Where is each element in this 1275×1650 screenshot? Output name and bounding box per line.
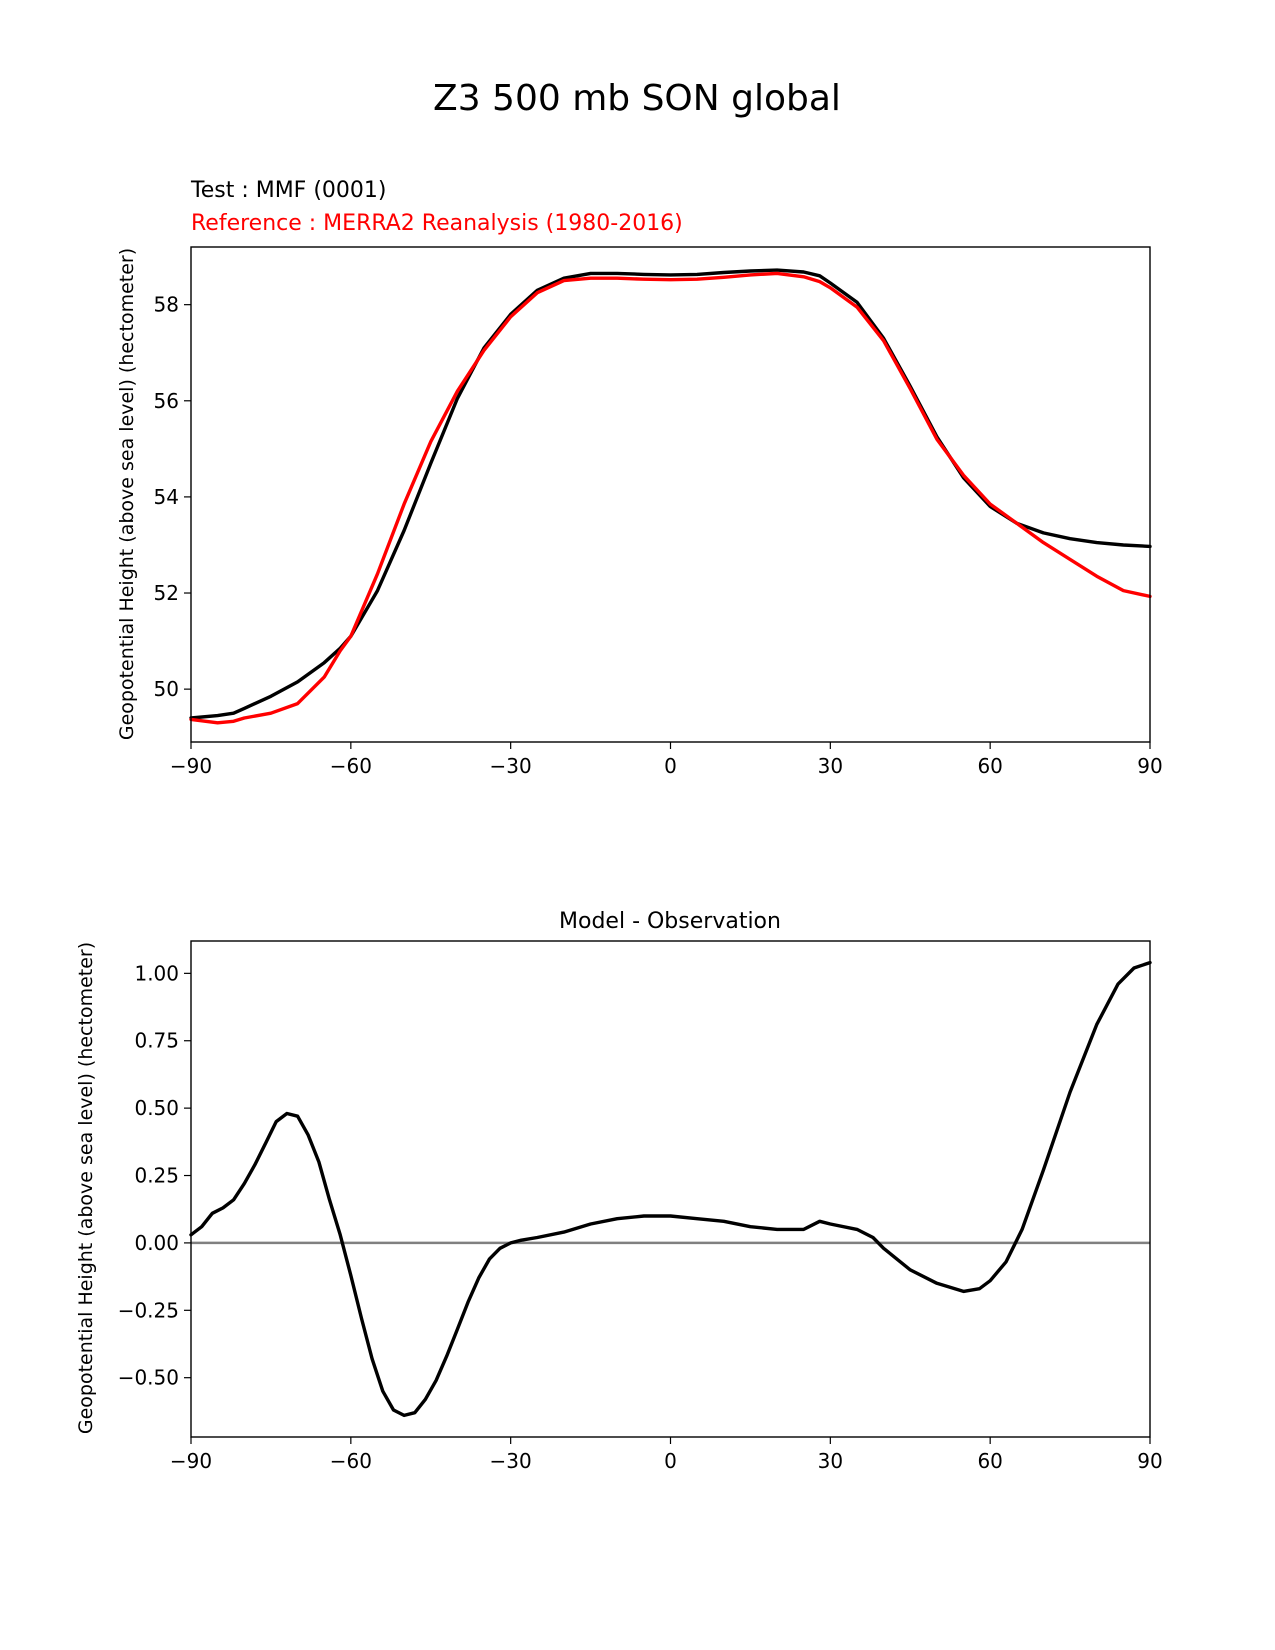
y-tick-label: 0.25 [134, 1164, 179, 1188]
figure-suptitle: Z3 500 mb SON global [433, 78, 841, 119]
x-tick-label: −30 [490, 1449, 532, 1473]
series-line-test [189, 268, 1152, 720]
x-tick-label: 0 [664, 754, 677, 778]
plot-frame [190, 940, 1151, 1438]
test-label: Test : MMF (0001) [190, 178, 387, 203]
x-tick-label: −90 [170, 754, 212, 778]
series-lines [189, 268, 1152, 725]
y-tick-label: 1.00 [134, 961, 179, 985]
y-tick-label: 58 [154, 293, 179, 317]
panel-title: Model - Observation [559, 909, 781, 934]
series-lines [189, 960, 1152, 1418]
y-tick-label: 0.50 [134, 1096, 179, 1120]
y-tick-label: 0.75 [134, 1029, 179, 1053]
y-axis-label: Geopotential Height (above sea level) (h… [75, 942, 97, 1434]
plot-frame [190, 246, 1151, 743]
x-tick-label: 60 [977, 754, 1002, 778]
panel-test-vs-reference: Test : MMF (0001) Reference : MERRA2 Rea… [116, 178, 1163, 778]
x-tick-label: 60 [977, 1449, 1002, 1473]
x-tick-label: 0 [664, 1449, 677, 1473]
x-tick-label: 30 [818, 1449, 843, 1473]
x-tick-label: −60 [330, 1449, 372, 1473]
x-tick-label: −60 [330, 754, 372, 778]
y-ticks: 50 52 54 56 58 [154, 293, 191, 701]
y-tick-label: 50 [154, 677, 179, 701]
reference-label: Reference : MERRA2 Reanalysis (1980-2016… [191, 211, 683, 236]
x-tick-label: −30 [490, 754, 532, 778]
panel-model-minus-observation: Model - Observation Geopotential Height … [75, 909, 1163, 1473]
y-tick-label: 54 [154, 485, 179, 509]
x-tick-label: −90 [170, 1449, 212, 1473]
y-ticks: 1.00 0.75 0.50 0.25 0.00 −0.25 −0.50 [118, 961, 191, 1390]
x-tick-label: 90 [1137, 754, 1162, 778]
x-ticks: −90 −60 −30 0 30 60 90 [170, 742, 1163, 778]
series-line-diff [189, 960, 1152, 1418]
y-tick-label: −0.25 [118, 1298, 179, 1322]
y-tick-label: 56 [154, 389, 179, 413]
x-ticks: −90 −60 −30 0 30 60 90 [170, 1437, 1163, 1473]
x-tick-label: 30 [818, 754, 843, 778]
y-tick-label: −0.50 [118, 1366, 179, 1390]
series-line-reference [189, 271, 1152, 725]
y-tick-label: 0.00 [134, 1231, 179, 1255]
y-axis-label: Geopotential Height (above sea level) (h… [116, 248, 138, 740]
y-tick-label: 52 [154, 581, 179, 605]
x-tick-label: 90 [1137, 1449, 1162, 1473]
